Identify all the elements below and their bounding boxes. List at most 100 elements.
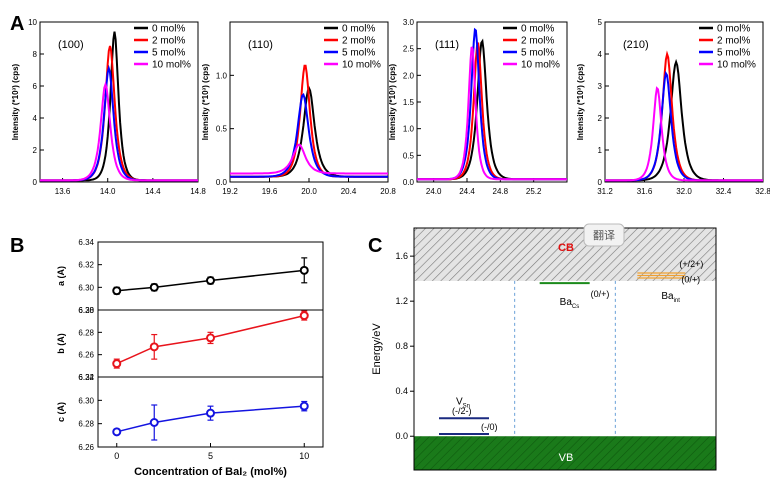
- y-tick-label: 2: [33, 146, 38, 155]
- series-line: [40, 81, 198, 182]
- y-tick-label: 10: [28, 18, 37, 27]
- legend-entry: 0 mol%: [521, 24, 554, 35]
- legend-entry: 10 mol%: [717, 60, 756, 71]
- y-tick-label: 0.0: [403, 178, 415, 187]
- peak-index-label: (110): [248, 39, 273, 51]
- defect-label: VSn: [456, 397, 470, 410]
- legend-entry: 0 mol%: [152, 24, 185, 35]
- series-line: [116, 314, 305, 365]
- charge-transition-label: (0/+): [681, 275, 700, 285]
- y-tick-label: 4: [33, 114, 38, 123]
- defect-label-sub: Cs: [572, 304, 579, 310]
- legend-entry: 0 mol%: [342, 24, 375, 35]
- data-point: [149, 282, 159, 292]
- y-tick-label: 6.30: [78, 283, 94, 292]
- x-axis-label: Concentration of BaI₂ (mol%): [134, 466, 287, 478]
- defect-label-main: Ba: [560, 297, 573, 308]
- y-tick-label: 6.26: [78, 351, 94, 360]
- legend-entry: 10 mol%: [521, 60, 560, 71]
- data-point: [299, 401, 309, 411]
- y-tick-label: 6.32: [78, 373, 94, 382]
- data-point: [112, 286, 122, 296]
- defect-label-main: V: [456, 397, 463, 408]
- y-tick-label: 0.5: [216, 125, 228, 134]
- series-line: [605, 50, 763, 182]
- legend-entry: 2 mol%: [152, 36, 185, 47]
- legend-entry: 2 mol%: [521, 36, 554, 47]
- y-tick-label: 3: [598, 82, 603, 91]
- y-tick-label: 1.0: [403, 125, 415, 134]
- legend-entry: 5 mol%: [342, 48, 375, 59]
- data-point: [206, 333, 215, 343]
- x-tick-label: 10: [299, 451, 309, 461]
- y-tick-label: 1.2: [395, 296, 408, 306]
- y-tick-label: 1.5: [403, 98, 415, 107]
- legend-entry: 5 mol%: [521, 48, 554, 59]
- lattice-plot: 6.26 6.28 6.30 6.32 c (A) 0 5 10 Concentration o…: [56, 373, 324, 478]
- lattice-plot: 6.286.306.326.34a (A): [56, 238, 324, 315]
- legend-entry: 5 mol%: [717, 48, 750, 59]
- x-tick-label: 14.8: [190, 187, 206, 196]
- legend-entry: 10 mol%: [342, 60, 381, 71]
- series-line: [605, 86, 763, 182]
- y-tick-label: 6.30: [78, 396, 94, 405]
- defect-label-sub: Sn: [463, 404, 470, 410]
- x-tick-label: 32.8: [755, 187, 770, 196]
- legend-entry: 5 mol%: [152, 48, 185, 59]
- y-tick-label: 2.0: [403, 71, 415, 80]
- data-point: [112, 359, 122, 369]
- x-tick-label: 19.2: [222, 187, 238, 196]
- x-tick-label: 0: [114, 451, 119, 461]
- y-tick-label: 2.5: [403, 45, 415, 54]
- y-tick-label: 0: [598, 178, 603, 187]
- data-point: [149, 342, 159, 352]
- y-axis-label: c (A): [56, 402, 66, 422]
- lattice-plot: 6.246.266.286.30b (A): [56, 306, 324, 382]
- x-tick-label: 20.8: [380, 187, 396, 196]
- y-axis-label: a (A): [56, 266, 66, 286]
- charge-transition-label: (-/2-): [452, 406, 472, 416]
- data-point: [206, 408, 215, 418]
- xrd-plot: 24.0 24.4 24.8 25.2 0.0 0.5 1.0 1.5 2.0 2.5 3.0 (11…: [388, 18, 568, 196]
- y-tick-label: 0.8: [395, 341, 408, 351]
- y-tick-label: 6.34: [78, 238, 94, 247]
- lattice-panels: 6.286.306.326.34a (A)6.246.266.286.30b (…: [56, 238, 324, 478]
- x-tick-label: 14.4: [145, 187, 161, 196]
- y-tick-label: 1.0: [216, 71, 228, 80]
- x-tick-label: 24.4: [459, 187, 475, 196]
- charge-transition-label: (0/+): [591, 289, 610, 299]
- y-tick-label: 6.32: [78, 261, 94, 270]
- defect-label-main: Ba: [661, 291, 674, 302]
- defect-label-sub: int: [674, 298, 681, 304]
- defect-label: Baint: [661, 291, 680, 304]
- y-tick-label: 2: [598, 114, 603, 123]
- plot-frame: [39, 21, 199, 183]
- series-line: [116, 405, 305, 433]
- cb-label: CB: [558, 242, 574, 254]
- series-line: [116, 269, 305, 292]
- y-tick-label: 8: [33, 50, 38, 59]
- xrd-plot: 19.2 19.6 20.0 20.4 20.8 0.0 0.5 1.0 (110) Intens…: [201, 21, 396, 196]
- y-axis-label: Intensity (*10³) (cps): [201, 63, 210, 140]
- valence-band: [414, 436, 716, 470]
- data-point: [299, 265, 309, 275]
- y-axis-label: b (A): [56, 333, 66, 354]
- y-axis-label: Intensity (*10³) (cps): [388, 63, 397, 140]
- y-tick-label: 4: [598, 50, 603, 59]
- data-point: [149, 418, 159, 427]
- panel-label-c: C: [368, 235, 382, 257]
- y-tick-label: 1.6: [395, 251, 408, 261]
- series-line: [230, 64, 388, 178]
- y-tick-label: 0.5: [403, 151, 415, 160]
- y-tick-label: 0.0: [395, 431, 408, 441]
- plot-frame: [97, 241, 324, 311]
- data-point: [112, 427, 122, 437]
- y-axis-label: Intensity (*10³) (cps): [576, 63, 585, 140]
- legend-entry: 2 mol%: [342, 36, 375, 47]
- peak-index-label: (210): [623, 39, 649, 51]
- series-line: [230, 92, 388, 178]
- series-line: [417, 46, 567, 181]
- panel-label-a: A: [10, 13, 24, 35]
